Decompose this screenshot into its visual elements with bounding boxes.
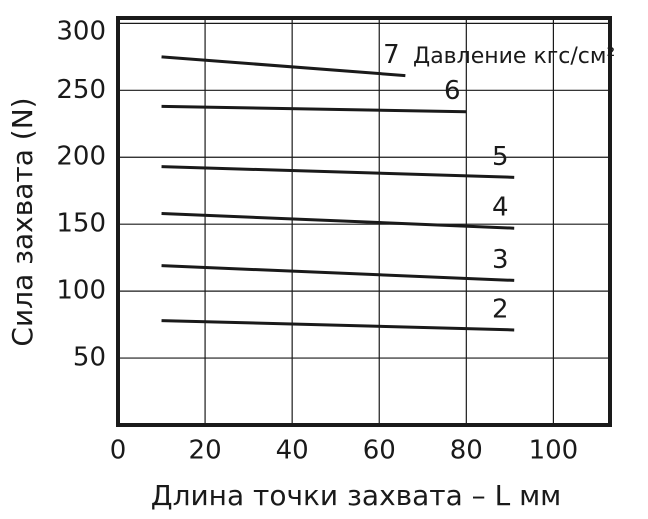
line [161,55,406,78]
line [161,211,515,230]
y-tick-label: 150 [56,209,106,239]
series-label: 7 [383,40,400,70]
line [161,319,515,332]
y-tick-label: 300 [56,17,106,47]
legend-title: Давление кгс/см² [413,44,615,69]
line [161,104,467,114]
y-axis-label: Сила захвата (N) [6,97,39,346]
line [161,165,515,179]
x-tick-label: 40 [276,436,309,466]
series-label: 2 [492,294,509,324]
series-label: 4 [492,193,509,223]
series-label: 5 [492,142,509,172]
y-tick-label: 50 [73,343,106,373]
x-tick-label: 80 [450,436,483,466]
x-tick-label: 60 [363,436,396,466]
line [161,264,515,282]
y-tick-label: 250 [56,75,106,105]
x-tick-label: 20 [189,436,222,466]
x-tick-label: 100 [529,436,579,466]
series-label: 3 [492,245,509,275]
x-axis-label: Длина точки захвата – L мм [151,479,562,512]
series-label: 6 [444,76,461,106]
plot-frame [116,16,612,427]
y-tick-label: 200 [56,142,106,172]
y-tick-label: 100 [56,276,106,306]
x-tick-label: 0 [110,436,127,466]
